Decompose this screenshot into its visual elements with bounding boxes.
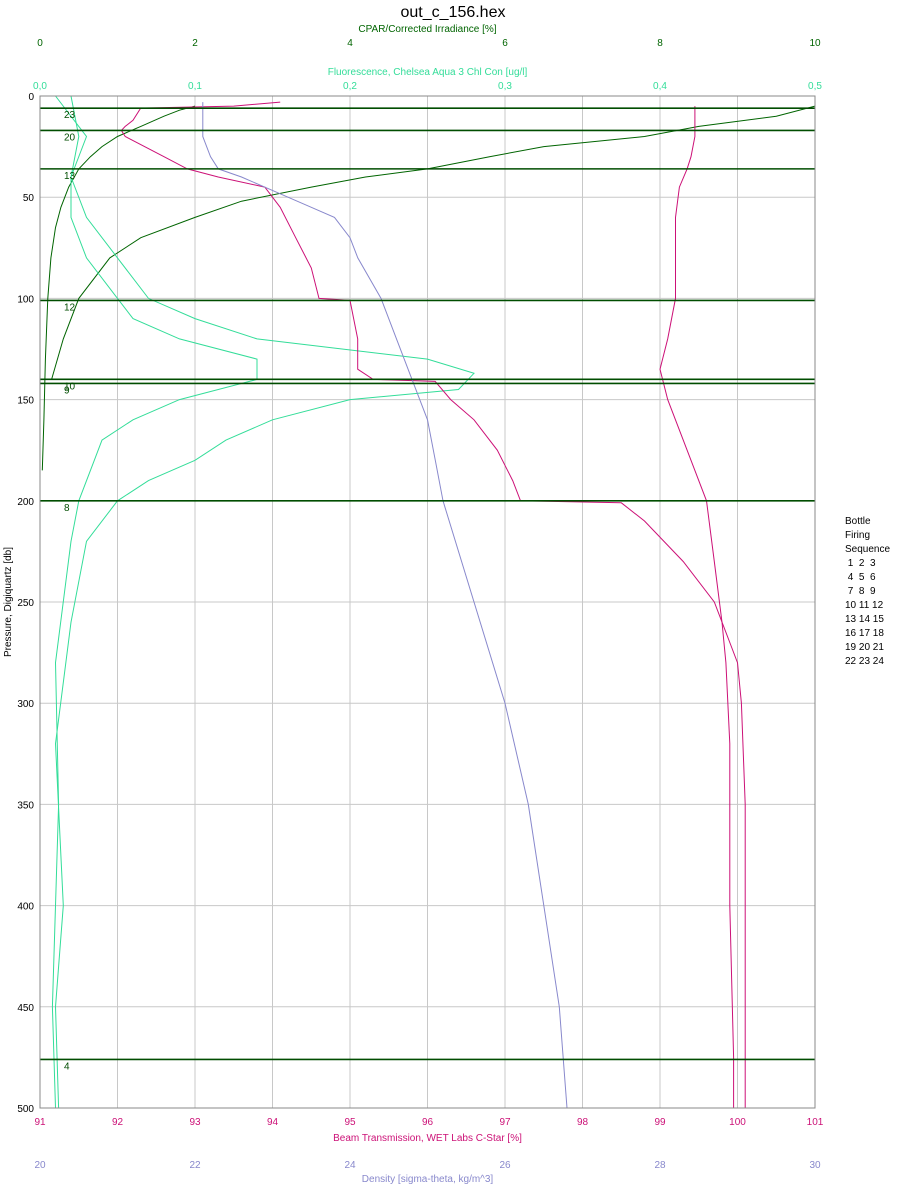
bottle-markers: 23 20 13 12 109 8 4 <box>40 107 815 1072</box>
axes: 050100150200250300350400450500Pressure, … <box>3 24 824 1185</box>
data-series <box>41 95 816 1109</box>
top-axis-tick-label: 4 <box>347 38 353 49</box>
bottom-axis-tick-label: 91 <box>34 1117 46 1128</box>
y-tick-label: 350 <box>17 800 34 811</box>
top-axis-label: CPAR/Corrected Irradiance [%] <box>358 24 496 35</box>
bottom-axis-tick-label: 99 <box>654 1117 666 1128</box>
bottle-marker-label: 13 <box>64 171 76 182</box>
bottom-axis-tick-label: 20 <box>34 1160 46 1171</box>
bottom-axis-tick-label: 30 <box>809 1160 821 1171</box>
top-axis-tick-label: 0,0 <box>33 81 47 92</box>
bottom-axis-label: Beam Transmission, WET Labs C-Star [%] <box>333 1133 522 1144</box>
bottom-axis-tick-label: 97 <box>499 1117 511 1128</box>
bottom-axis-tick-label: 100 <box>729 1117 746 1128</box>
bottom-axis-tick-label: 93 <box>189 1117 201 1128</box>
top-axis-tick-label: 0,2 <box>343 81 357 92</box>
top-axis-tick-label: 0,1 <box>188 81 202 92</box>
y-tick-label: 50 <box>23 193 35 204</box>
top-axis-label: Fluorescence, Chelsea Aqua 3 Chl Con [ug… <box>328 67 528 78</box>
chart-title: out_c_156.hex <box>401 4 506 21</box>
bottom-axis-label: Density [sigma-theta, kg/m^3] <box>362 1174 494 1185</box>
legend-line: 4 5 6 <box>845 572 876 583</box>
bottom-axis-tick-label: 101 <box>807 1117 824 1128</box>
legend-line: 19 20 21 <box>845 642 884 653</box>
top-axis-tick-label: 10 <box>809 38 821 49</box>
y-tick-label: 150 <box>17 396 34 407</box>
plot-frame <box>39 95 816 1109</box>
bottom-axis-tick-label: 24 <box>344 1160 356 1171</box>
top-axis-tick-label: 8 <box>657 38 663 49</box>
y-tick-label: 300 <box>17 699 34 710</box>
bottle-legend: Bottle Firing Sequence 1 2 3 4 5 6 7 8 9 10… <box>845 515 890 669</box>
legend-line: 1 2 3 <box>845 558 876 569</box>
bottom-axis-tick-label: 95 <box>344 1117 356 1128</box>
bottom-axis-tick-label: 28 <box>654 1160 666 1171</box>
legend-line: Firing <box>845 530 871 541</box>
legend-line: 7 8 9 <box>845 586 876 597</box>
legend-line: 10 11 12 <box>845 600 884 611</box>
y-tick-label: 200 <box>17 497 34 508</box>
bottle-marker-label: 8 <box>64 503 70 514</box>
top-axis-tick-label: 0 <box>37 38 43 49</box>
top-axis-tick-label: 0,5 <box>808 81 822 92</box>
bottom-axis-tick-label: 26 <box>499 1160 511 1171</box>
top-axis-tick-label: 0,3 <box>498 81 512 92</box>
legend-line: Sequence <box>845 544 891 555</box>
legend-line: Bottle <box>845 516 871 527</box>
bottle-marker-label: 20 <box>64 132 76 143</box>
bottom-axis-tick-label: 22 <box>189 1160 201 1171</box>
bottle-marker-label: 23 <box>64 110 76 121</box>
top-axis-tick-label: 0,4 <box>653 81 667 92</box>
bottle-marker-label: 10 <box>64 381 76 392</box>
legend-line: 22 23 24 <box>845 656 884 667</box>
y-tick-label: 500 <box>17 1104 34 1115</box>
series-line-5 <box>659 106 735 1108</box>
series-line-0 <box>41 105 196 471</box>
y-tick-label: 450 <box>17 1003 34 1014</box>
bottle-marker-label: 9 <box>64 385 70 396</box>
series-line-4 <box>120 101 746 1108</box>
y-tick-label: 0 <box>28 92 34 103</box>
bottle-marker-label: 12 <box>64 302 76 313</box>
bottom-axis-tick-label: 96 <box>422 1117 434 1128</box>
y-tick-label: 250 <box>17 598 34 609</box>
series-line-2 <box>54 95 475 1109</box>
y-axis-label: Pressure, Digiquartz [db] <box>3 547 14 657</box>
series-line-3 <box>51 95 258 1109</box>
legend-line: 13 14 15 <box>845 614 884 625</box>
grid-lines <box>39 95 816 1109</box>
top-axis-tick-label: 6 <box>502 38 508 49</box>
y-tick-label: 100 <box>17 294 34 305</box>
top-axis-tick-label: 2 <box>192 38 198 49</box>
bottom-axis-tick-label: 92 <box>112 1117 124 1128</box>
series-line-6 <box>202 102 568 1109</box>
series-line-1 <box>51 105 816 380</box>
legend-line: 16 17 18 <box>845 628 884 639</box>
bottom-axis-tick-label: 94 <box>267 1117 279 1128</box>
bottle-marker-label: 4 <box>64 1061 70 1072</box>
y-tick-label: 400 <box>17 902 34 913</box>
bottom-axis-tick-label: 98 <box>577 1117 589 1128</box>
